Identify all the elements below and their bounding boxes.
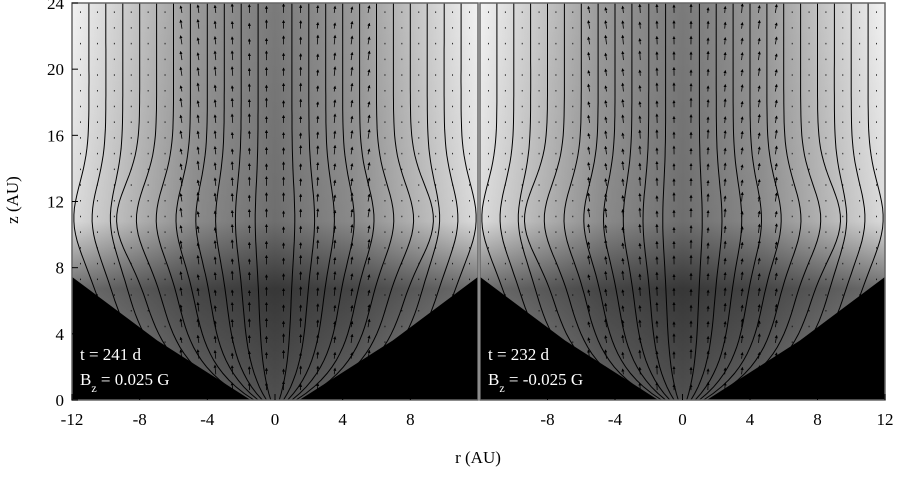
x-tick-label: 0 [271, 410, 280, 429]
field-symbol: B [80, 370, 91, 389]
x-tick-label: 0 [678, 410, 687, 429]
field-text: = 0.025 G [97, 370, 170, 389]
y-tick-label: 4 [56, 325, 65, 344]
x-tick-label: 12 [877, 410, 894, 429]
y-axis-label: z (AU) [3, 176, 22, 224]
y-tick-label: 12 [47, 193, 64, 212]
y-tick-label: 0 [56, 391, 65, 410]
x-axis-label: r (AU) [455, 448, 501, 467]
field-text: = -0.025 G [505, 370, 584, 389]
x-tick-label: 4 [746, 410, 755, 429]
time-label: t = 232 d [488, 345, 550, 364]
x-tick-label: -12 [61, 410, 84, 429]
x-tick-label: 8 [813, 410, 822, 429]
time-label: t = 241 d [80, 345, 142, 364]
x-tick-label: -4 [608, 410, 623, 429]
x-tick-label: -8 [540, 410, 554, 429]
y-tick-label: 16 [47, 126, 64, 145]
y-tick-label: 8 [56, 259, 65, 278]
x-tick-label: -4 [200, 410, 215, 429]
y-tick-label: 24 [47, 0, 65, 13]
panel [72, 3, 478, 400]
panel [480, 3, 885, 400]
field-symbol: B [488, 370, 499, 389]
x-tick-label: 8 [406, 410, 415, 429]
y-tick-label: 20 [47, 60, 64, 79]
x-tick-label: 4 [338, 410, 347, 429]
x-tick-label: -8 [133, 410, 147, 429]
